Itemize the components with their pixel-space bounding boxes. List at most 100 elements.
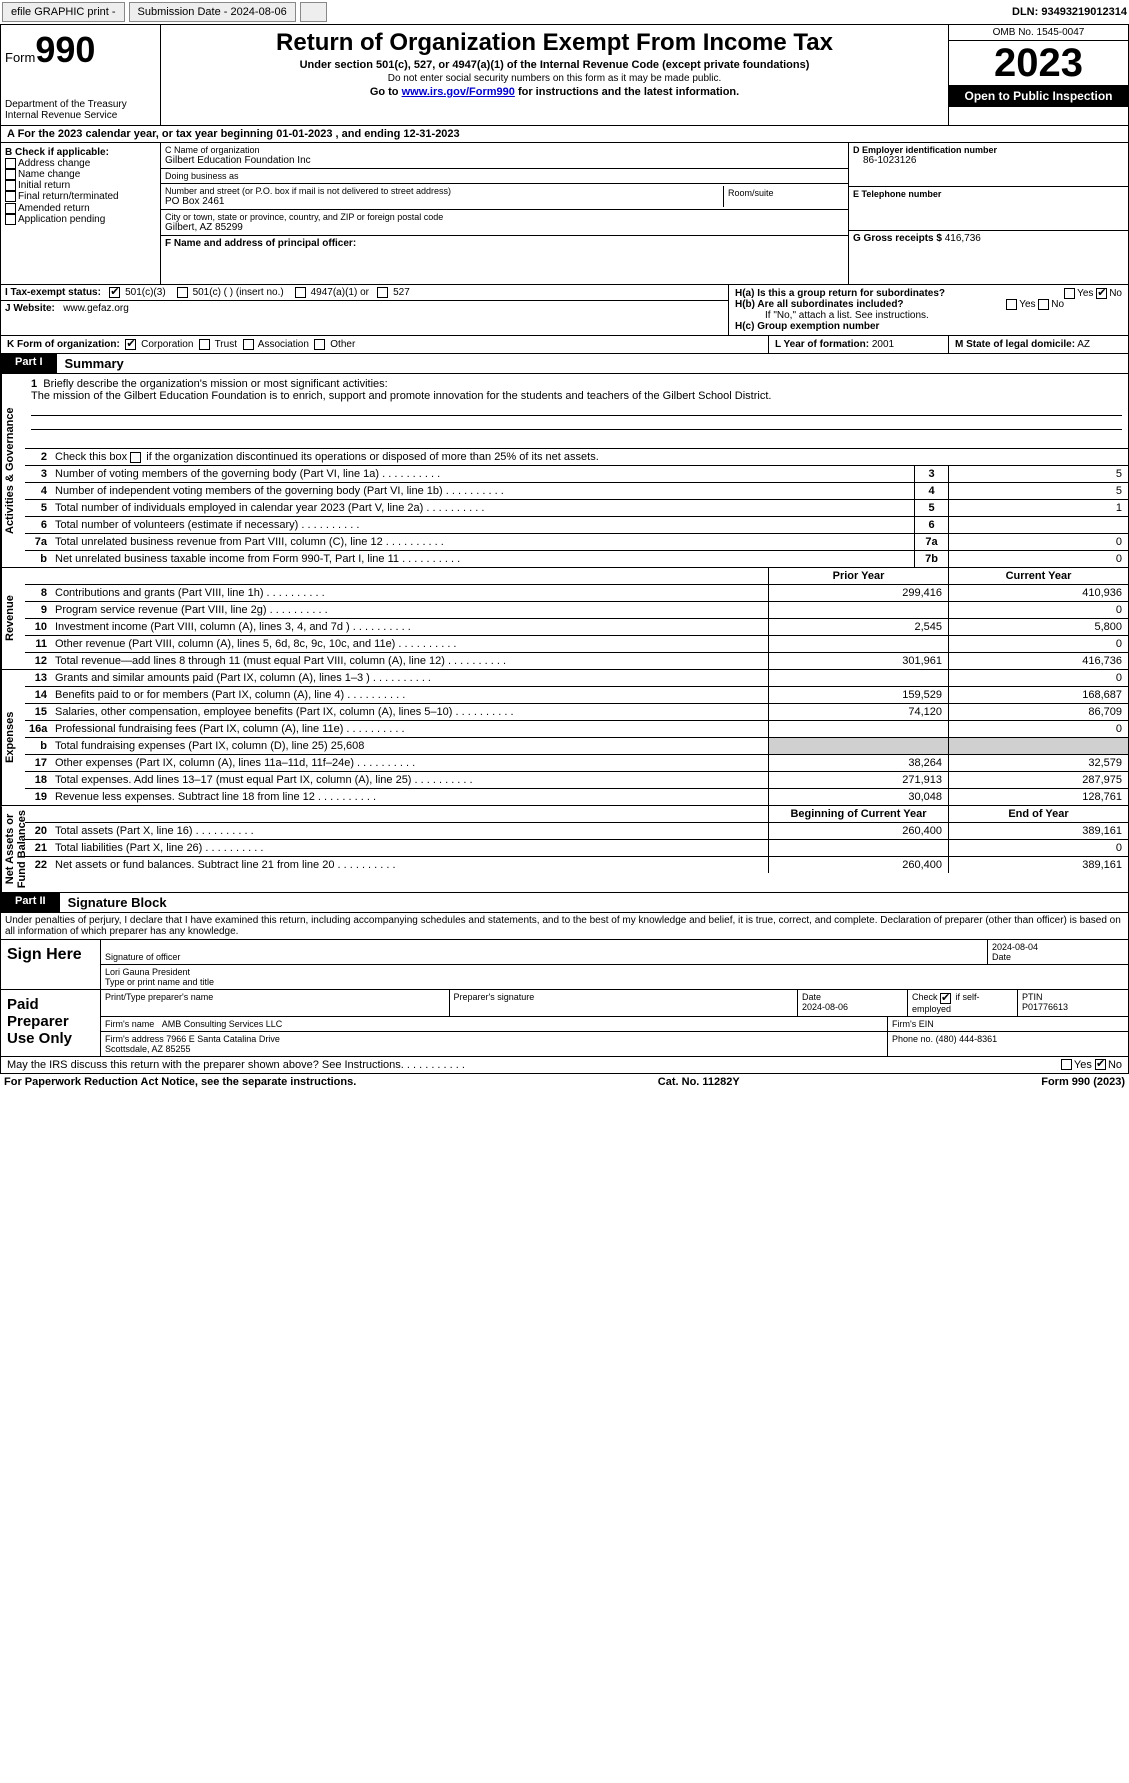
part2-header: Part II Signature Block — [0, 893, 1129, 913]
header-mid: Return of Organization Exempt From Incom… — [161, 25, 948, 125]
gross-val: 416,736 — [945, 233, 981, 244]
form-number: 990 — [35, 29, 95, 70]
org-name: Gilbert Education Foundation Inc — [165, 155, 844, 166]
cb-501c[interactable] — [177, 287, 188, 298]
cb-trust[interactable] — [199, 339, 210, 350]
discuss-yes[interactable] — [1061, 1059, 1072, 1070]
irs-link[interactable]: www.irs.gov/Form990 — [402, 86, 515, 98]
omb-number: OMB No. 1545-0047 — [949, 25, 1128, 41]
line1-lbl: Briefly describe the organization's miss… — [43, 378, 387, 390]
hb-no-lbl: No — [1051, 299, 1064, 310]
begin-year-hdr: Beginning of Current Year — [768, 806, 948, 822]
row-m-val: AZ — [1077, 339, 1090, 350]
line-2: 2 Check this box if the organization dis… — [25, 449, 1128, 466]
gross-lbl: G Gross receipts $ — [853, 233, 942, 244]
gov-line-7b: bNet unrelated business taxable income f… — [25, 551, 1128, 567]
firm-phone: (480) 444-8361 — [936, 1034, 998, 1044]
officer-lbl: F Name and address of principal officer: — [165, 238, 356, 249]
cb-other[interactable] — [314, 339, 325, 350]
prep-sig-lbl: Preparer's signature — [454, 992, 794, 1002]
header-right: OMB No. 1545-0047 2023 Open to Public In… — [948, 25, 1128, 125]
prep-date-lbl: Date — [802, 992, 903, 1002]
row-a-begin: 01-01-2023 — [276, 128, 332, 140]
gov-line-6: 6Total number of volunteers (estimate if… — [25, 517, 1128, 534]
cell-street: Number and street (or P.O. box if mail i… — [161, 184, 848, 210]
cb-selfemp[interactable] — [940, 993, 951, 1004]
exp-line-15: 15Salaries, other compensation, employee… — [25, 704, 1128, 721]
discuss-row: May the IRS discuss this return with the… — [0, 1057, 1129, 1074]
firm-ein-lbl: Firm's EIN — [892, 1019, 934, 1029]
part2-badge: Part II — [1, 893, 60, 912]
cell-ein: D Employer identification number 86-1023… — [849, 143, 1128, 187]
dln-value: 93493219012314 — [1041, 6, 1127, 18]
col-d: D Employer identification number 86-1023… — [848, 143, 1128, 284]
cb-initial[interactable]: Initial return — [5, 180, 156, 191]
cb-corp[interactable] — [125, 339, 136, 350]
hb-yes[interactable] — [1006, 299, 1017, 310]
cb-name[interactable]: Name change — [5, 169, 156, 180]
section-expenses: Expenses 13Grants and similar amounts pa… — [0, 670, 1129, 806]
goto-post: for instructions and the latest informat… — [515, 86, 739, 98]
cb-discontinued[interactable] — [130, 452, 141, 463]
line-1: 1 Briefly describe the organization's mi… — [25, 374, 1128, 449]
vtab-netassets: Net Assets or Fund Balances — [1, 806, 25, 892]
room-lbl: Room/suite — [728, 188, 840, 198]
preparer-lbl: Paid Preparer Use Only — [1, 990, 101, 1055]
cb-address[interactable]: Address change — [5, 158, 156, 169]
sign-block: Sign Here Signature of officer 2024-08-0… — [0, 940, 1129, 1056]
submission-button[interactable]: Submission Date - 2024-08-06 — [129, 2, 296, 22]
firm-addr-lbl: Firm's address — [105, 1034, 164, 1044]
discuss-no-lbl: No — [1108, 1059, 1122, 1071]
line2-txt: Check this box if the organization disco… — [55, 451, 599, 463]
row-a-pre: A For the 2023 calendar year, or tax yea… — [7, 128, 276, 140]
perjury-declaration: Under penalties of perjury, I declare th… — [0, 913, 1129, 940]
vtab-expenses: Expenses — [1, 670, 25, 805]
row-l-lbl: L Year of formation: — [775, 339, 869, 350]
sig-officer-lbl: Signature of officer — [105, 952, 983, 962]
end-year-hdr: End of Year — [948, 806, 1128, 822]
cb-amended-lbl: Amended return — [18, 203, 90, 214]
row-k-lbl: K Form of organization: — [7, 339, 120, 350]
sign-here-lbl: Sign Here — [1, 940, 101, 989]
cb-amended[interactable]: Amended return — [5, 203, 156, 214]
col-c: C Name of organization Gilbert Education… — [161, 143, 848, 284]
opt-assoc: Association — [258, 339, 309, 350]
cb-final[interactable]: Final return/terminated — [5, 191, 156, 202]
firm-name-lbl: Firm's name — [105, 1019, 154, 1029]
hb-lbl: H(b) Are all subordinates included? — [735, 299, 904, 310]
section-netassets: Net Assets or Fund Balances Beginning of… — [0, 806, 1129, 893]
cb-527[interactable] — [377, 287, 388, 298]
blank-button[interactable] — [300, 2, 327, 22]
ha-no[interactable] — [1096, 288, 1107, 299]
efile-button[interactable]: efile GRAPHIC print - — [2, 2, 125, 22]
discuss-text: May the IRS discuss this return with the… — [7, 1059, 404, 1071]
col-b: B Check if applicable: Address change Na… — [1, 143, 161, 284]
cb-501c3[interactable] — [109, 287, 120, 298]
vtab-revenue: Revenue — [1, 568, 25, 669]
discuss-no[interactable] — [1095, 1059, 1106, 1070]
exp-line-14: 14Benefits paid to or for members (Part … — [25, 687, 1128, 704]
form-subtitle: Under section 501(c), 527, or 4947(a)(1)… — [167, 59, 942, 71]
footer-mid: Cat. No. 11282Y — [658, 1076, 740, 1088]
section-governance: Activities & Governance 1 Briefly descri… — [0, 374, 1129, 568]
ha-yes[interactable] — [1064, 288, 1075, 299]
hb-no[interactable] — [1038, 299, 1049, 310]
rev-line-11: 11Other revenue (Part VIII, column (A), … — [25, 636, 1128, 653]
ein-val: 86-1023126 — [853, 155, 1124, 166]
street-val: PO Box 2461 — [165, 196, 723, 207]
rev-line-9: 9Program service revenue (Part VIII, lin… — [25, 602, 1128, 619]
opt-corp: Corporation — [141, 339, 193, 350]
ptin-val: P01776613 — [1022, 1002, 1124, 1012]
form-goto: Go to www.irs.gov/Form990 for instructio… — [167, 86, 942, 98]
phone-lbl: E Telephone number — [853, 189, 1124, 199]
current-year-hdr: Current Year — [948, 568, 1128, 584]
cb-assoc[interactable] — [243, 339, 254, 350]
rev-line-12: 12Total revenue—add lines 8 through 11 (… — [25, 653, 1128, 669]
cb-pending[interactable]: Application pending — [5, 214, 156, 225]
opt-trust: Trust — [215, 339, 237, 350]
cell-officer: F Name and address of principal officer: — [161, 236, 848, 284]
gov-line-7a: 7aTotal unrelated business revenue from … — [25, 534, 1128, 551]
cb-4947[interactable] — [295, 287, 306, 298]
goto-pre: Go to — [370, 86, 402, 98]
na-line-20: 20Total assets (Part X, line 16)260,4003… — [25, 823, 1128, 840]
